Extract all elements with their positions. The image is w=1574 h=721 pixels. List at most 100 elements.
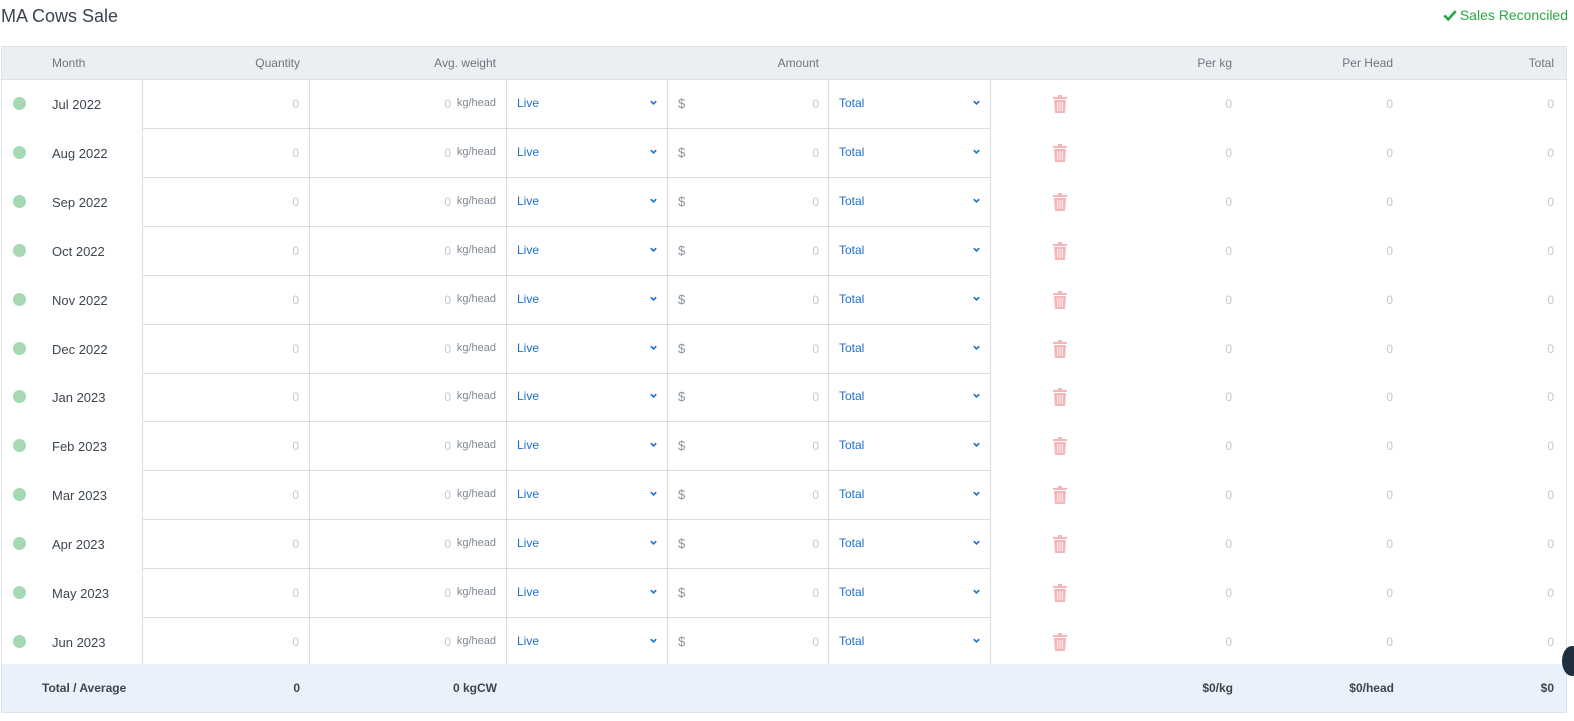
amount-mode-value: Total <box>839 487 865 502</box>
amount-input[interactable]: $0 <box>668 80 829 129</box>
chevron-down-icon <box>650 589 657 594</box>
trash-icon[interactable] <box>1052 192 1068 212</box>
quantity-input[interactable]: 0 <box>142 471 310 521</box>
weight-type-select[interactable]: Live <box>507 373 668 423</box>
per-kg-value: 0 <box>1225 292 1232 307</box>
quantity-input[interactable]: 0 <box>142 177 310 227</box>
weight-type-select[interactable]: Live <box>507 569 668 618</box>
quantity-input[interactable]: 0 <box>142 226 310 276</box>
avg-weight-input[interactable]: 0 kg/head <box>310 422 507 472</box>
amount-mode-select[interactable]: Total <box>829 471 991 521</box>
amount-input[interactable]: $0 <box>668 471 829 521</box>
table-row: Sep 2022 0 0 kg/head Live $0 Total 0 0 0 <box>2 177 1566 227</box>
amount-input[interactable]: $0 <box>668 569 829 618</box>
avg-weight-input[interactable]: 0 kg/head <box>310 471 507 521</box>
amount-mode-select[interactable]: Total <box>829 520 991 570</box>
per-kg-value: 0 <box>1225 194 1232 209</box>
quantity-input[interactable]: 0 <box>142 128 310 178</box>
weight-type-value: Live <box>517 438 540 453</box>
quantity-value: 0 <box>292 341 299 356</box>
amount-input[interactable]: $0 <box>668 373 829 423</box>
help-launcher-button[interactable] <box>1562 646 1574 676</box>
row-status-dot <box>13 537 26 551</box>
per-kg-value: 0 <box>1225 341 1232 356</box>
weight-type-select[interactable]: Live <box>507 80 668 129</box>
weight-type-select[interactable]: Live <box>507 177 668 227</box>
currency-symbol: $ <box>678 585 686 600</box>
weight-type-select[interactable]: Live <box>507 422 668 472</box>
chevron-down-icon <box>650 491 657 497</box>
trash-icon[interactable] <box>1052 290 1068 310</box>
amount-mode-select[interactable]: Total <box>829 324 991 374</box>
weight-unit: kg/head <box>456 194 496 207</box>
amount-input[interactable]: $0 <box>668 226 829 276</box>
trash-icon[interactable] <box>1052 143 1068 163</box>
amount-mode-select[interactable]: Total <box>829 128 991 178</box>
trash-icon[interactable] <box>1052 584 1068 603</box>
amount-mode-select[interactable]: Total <box>829 422 991 472</box>
amount-mode-select[interactable]: Total <box>829 569 991 618</box>
avg-weight-input[interactable]: 0 kg/head <box>310 373 507 423</box>
chevron-down-icon <box>973 589 980 594</box>
avg-weight-input[interactable]: 0 kg/head <box>310 569 507 618</box>
trash-icon[interactable] <box>1052 632 1068 652</box>
trash-icon[interactable] <box>1052 437 1068 456</box>
quantity-input[interactable]: 0 <box>142 520 310 570</box>
amount-input[interactable]: $0 <box>668 617 829 667</box>
avg-weight-input[interactable]: 0 kg/head <box>310 520 507 570</box>
avg-weight-value: 0 <box>444 292 451 307</box>
avg-weight-value: 0 <box>444 97 451 111</box>
per-head-value: 0 <box>1386 194 1393 209</box>
row-status-dot <box>13 488 26 502</box>
sales-reconciled-status: Sales Reconciled <box>1443 7 1568 23</box>
trash-icon[interactable] <box>1052 486 1068 505</box>
avg-weight-input[interactable]: 0 kg/head <box>310 324 507 374</box>
avg-weight-input[interactable]: 0 kg/head <box>310 275 507 325</box>
amount-mode-select[interactable]: Total <box>829 275 991 325</box>
quantity-input[interactable]: 0 <box>142 80 310 129</box>
quantity-input[interactable]: 0 <box>142 275 310 325</box>
amount-value: 0 <box>812 634 819 649</box>
trash-icon[interactable] <box>1052 535 1068 554</box>
weight-type-select[interactable]: Live <box>507 128 668 178</box>
weight-type-select[interactable]: Live <box>507 617 668 667</box>
per-head-value: 0 <box>1386 439 1393 454</box>
quantity-input[interactable]: 0 <box>142 617 310 667</box>
currency-symbol: $ <box>678 487 686 503</box>
weight-type-select[interactable]: Live <box>507 471 668 521</box>
avg-weight-input[interactable]: 0 kg/head <box>310 617 507 667</box>
amount-mode-select[interactable]: Total <box>829 617 991 667</box>
weight-type-value: Live <box>517 144 540 159</box>
column-header-per-head: Per Head <box>1342 56 1393 70</box>
amount-input[interactable]: $0 <box>668 128 829 178</box>
weight-type-select[interactable]: Live <box>507 324 668 374</box>
amount-mode-select[interactable]: Total <box>829 226 991 276</box>
amount-mode-select[interactable]: Total <box>829 80 991 129</box>
trash-icon[interactable] <box>1052 339 1068 359</box>
weight-type-select[interactable]: Live <box>507 275 668 325</box>
amount-mode-select[interactable]: Total <box>829 177 991 227</box>
quantity-input[interactable]: 0 <box>142 324 310 374</box>
avg-weight-input[interactable]: 0 kg/head <box>310 226 507 276</box>
avg-weight-input[interactable]: 0 kg/head <box>310 128 507 178</box>
weight-type-select[interactable]: Live <box>507 520 668 570</box>
amount-input[interactable]: $0 <box>668 422 829 472</box>
amount-input[interactable]: $0 <box>668 520 829 570</box>
row-month: Dec 2022 <box>52 341 108 357</box>
currency-symbol: $ <box>678 340 686 356</box>
status-label: Sales Reconciled <box>1459 7 1568 23</box>
trash-icon[interactable] <box>1052 241 1068 261</box>
amount-input[interactable]: $0 <box>668 177 829 227</box>
amount-input[interactable]: $0 <box>668 324 829 374</box>
quantity-input[interactable]: 0 <box>142 569 310 618</box>
avg-weight-input[interactable]: 0 kg/head <box>310 80 507 129</box>
quantity-input[interactable]: 0 <box>142 373 310 423</box>
amount-input[interactable]: $0 <box>668 275 829 325</box>
trash-icon[interactable] <box>1052 388 1068 407</box>
weight-type-select[interactable]: Live <box>507 226 668 276</box>
quantity-input[interactable]: 0 <box>142 422 310 472</box>
avg-weight-input[interactable]: 0 kg/head <box>310 177 507 227</box>
amount-mode-select[interactable]: Total <box>829 373 991 423</box>
trash-icon[interactable] <box>1052 95 1068 114</box>
amount-mode-value: Total <box>839 144 865 159</box>
